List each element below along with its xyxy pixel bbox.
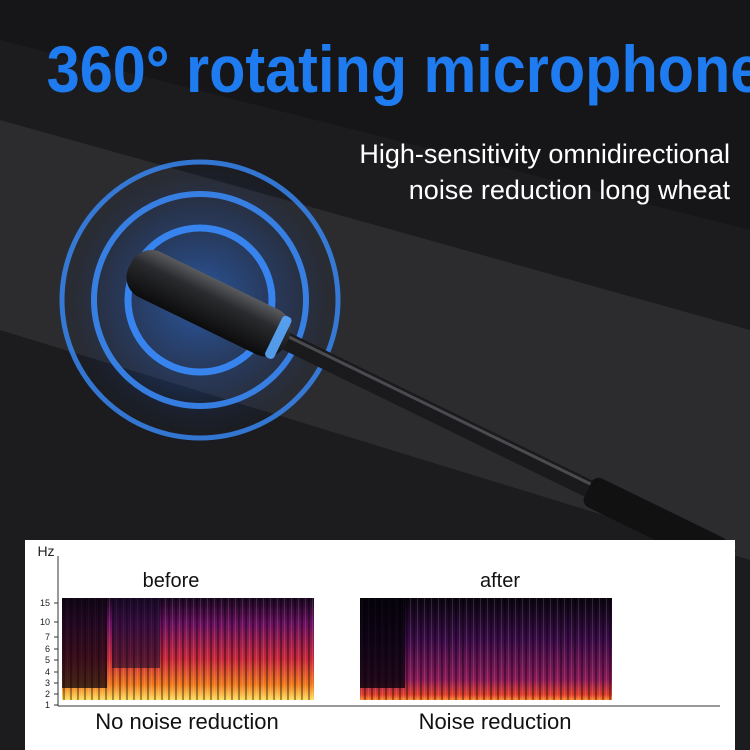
panel-caption: No noise reduction (95, 709, 278, 734)
panel-caption: Noise reduction (419, 709, 572, 734)
y-tick-label: 1 (45, 700, 50, 710)
y-tick-label: 6 (45, 644, 50, 654)
y-tick-label: 7 (45, 632, 50, 642)
panel-title: before (143, 570, 200, 592)
axis-label: Hz (37, 543, 54, 559)
subtitle-line: High-sensitivity omnidirectional (359, 139, 730, 169)
y-tick-label: 3 (45, 678, 50, 688)
rings (59, 159, 341, 441)
y-tick-label: 15 (40, 598, 50, 608)
spectrogram-after (360, 598, 612, 700)
subtitle-line: noise reduction long wheat (409, 175, 731, 205)
y-tick-label: 5 (45, 655, 50, 665)
panel-title: after (480, 570, 520, 592)
y-tick-label: 4 (45, 667, 50, 677)
y-tick-label: 2 (45, 689, 50, 699)
dark-band (0, 0, 750, 230)
microphone (126, 249, 737, 567)
y-tick-label: 10 (40, 617, 50, 627)
headline: 360° rotating microphone (47, 33, 750, 107)
spectrogram-before (62, 598, 314, 700)
